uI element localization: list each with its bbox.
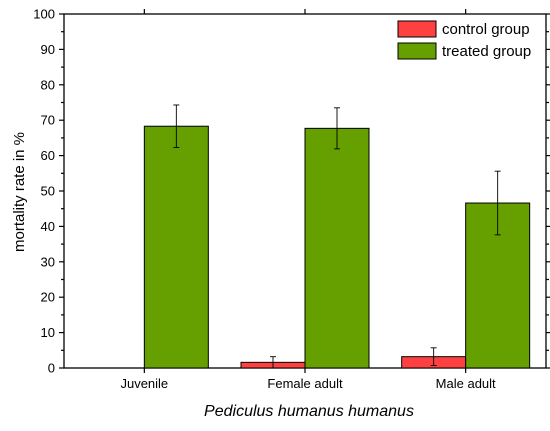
legend-label: control group	[442, 21, 530, 38]
y-tick-label: 100	[33, 7, 55, 22]
bar-treated-group-female-adult	[304, 127, 370, 369]
legend-swatch	[397, 20, 437, 38]
y-tick-label: 30	[41, 254, 55, 269]
x-tick-label: Female adult	[267, 376, 343, 391]
y-axis-title: mortality rate in %	[11, 132, 28, 252]
legend-swatch	[397, 42, 437, 60]
y-tick-label: 50	[41, 184, 55, 199]
x-axis-title: Pediculus humanus humanus	[204, 403, 414, 420]
y-tick-label: 20	[41, 290, 55, 305]
legend-label: treated group	[442, 43, 531, 60]
bar-treated-group-juvenile	[143, 125, 209, 369]
y-tick-label: 10	[41, 325, 55, 340]
y-tick-label: 40	[41, 219, 55, 234]
y-tick-label: 90	[41, 42, 55, 57]
x-tick-label: Juvenile	[120, 376, 168, 391]
x-tick-label: Male adult	[436, 376, 496, 391]
y-tick-label: 0	[48, 361, 55, 376]
y-tick-label: 80	[41, 77, 55, 92]
legend: control group treated group	[397, 20, 531, 60]
y-tick-label: 70	[41, 113, 55, 128]
y-tick-label: 60	[41, 148, 55, 163]
